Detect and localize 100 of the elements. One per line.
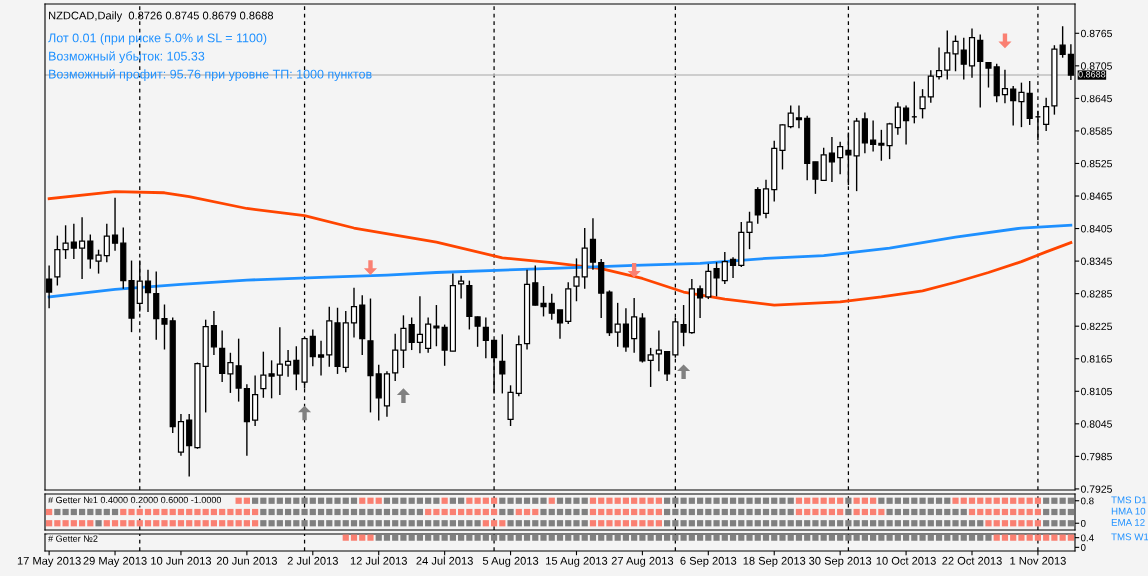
candlestick	[812, 161, 819, 195]
y-tick-label: 0.7985	[1080, 452, 1112, 461]
x-tick-label: 12 Jul 2013	[350, 556, 407, 565]
y-tick-label: 0.8165	[1080, 355, 1112, 363]
candlestick	[960, 36, 967, 81]
y-tick-label: 0.8585	[1080, 127, 1112, 135]
candlestick	[721, 251, 728, 285]
candlestick	[886, 122, 893, 160]
x-tick-label: 6 Sep 2013	[680, 556, 737, 567]
line-series	[47, 223, 1073, 299]
y-tick-label: 0.8345	[1080, 257, 1112, 265]
y-tick-label: 0.8765	[1080, 29, 1112, 38]
candlestick	[392, 333, 399, 382]
candlestick	[260, 350, 267, 399]
candlestick	[540, 285, 547, 318]
x-tick-label: 1 Nov 2013	[1010, 556, 1066, 565]
y-tick-label: 0.8285	[1080, 290, 1112, 298]
candlestick	[878, 129, 885, 162]
candlestick	[70, 222, 77, 260]
x-tick-label: 18 Sep 2013	[743, 556, 806, 567]
point	[298, 405, 312, 421]
candlestick	[210, 310, 218, 356]
candlestick	[350, 286, 358, 339]
candlestick	[795, 104, 803, 129]
candlestick	[416, 295, 424, 355]
candlestick	[499, 333, 506, 395]
candlestick	[614, 302, 621, 348]
x-tick-label: 10 Jun 2013	[151, 556, 212, 565]
candlestick	[1043, 97, 1050, 132]
ref-line-label: 0.8688	[1078, 71, 1106, 78]
candlestick	[474, 315, 481, 348]
candlestick	[458, 275, 465, 300]
candlestick	[944, 29, 951, 81]
candlestick	[927, 69, 934, 104]
candlestick	[532, 264, 539, 307]
text: NZDCAD,Daily 0.8726 0.8745 0.8679 0.8688	[49, 11, 274, 22]
candlestick	[556, 309, 564, 340]
y-tick-label: 0.7925	[1080, 485, 1112, 493]
y-tick-label: 0.4	[1080, 534, 1094, 542]
point	[363, 260, 378, 275]
annotation: Возможный убыток: 105.33	[49, 51, 205, 64]
candlestick	[977, 33, 984, 109]
point	[998, 33, 1012, 49]
y-tick-label: 0	[1080, 519, 1086, 527]
x-tick-label: 20 Jun 2013	[216, 556, 277, 565]
text: HMA 10	[1111, 507, 1146, 515]
chart-title: # Getter №2	[48, 535, 98, 542]
y-tick-label: 0.8705	[1080, 62, 1112, 70]
candlestick	[284, 349, 292, 378]
candlestick	[62, 224, 69, 260]
y-tick-label: 0.8525	[1080, 159, 1112, 168]
candlestick	[861, 111, 868, 154]
candlestick	[400, 314, 407, 369]
x-tick-label: 15 Aug 2013	[546, 556, 608, 567]
x-tick-label: 2 Jul 2013	[287, 556, 338, 565]
candlestick	[729, 256, 737, 279]
y-tick-label: 0	[1080, 544, 1086, 551]
candlestick	[1001, 68, 1009, 104]
candlestick	[276, 326, 283, 396]
candlestick	[1059, 25, 1066, 59]
candlestick	[837, 141, 844, 176]
x-tick-label: 27 Aug 2013	[611, 556, 674, 567]
candlestick	[647, 347, 654, 388]
candlestick	[696, 284, 704, 319]
candlestick	[746, 211, 753, 250]
y-tick-label: 0.8405	[1080, 225, 1112, 233]
candlestick	[1010, 85, 1017, 127]
x-tick-label: 24 Jul 2013	[416, 556, 473, 565]
annotation: Возможный профит: 95.76 при уровне ТП: 1000 пунктов	[49, 69, 372, 81]
point	[396, 388, 410, 403]
candlestick	[309, 328, 316, 368]
x-tick-label: 5 Aug 2013	[482, 556, 539, 567]
candlestick	[111, 196, 119, 252]
candlestick	[870, 119, 877, 153]
candlestick	[680, 304, 687, 347]
candlestick	[631, 297, 638, 354]
candlestick	[144, 269, 152, 313]
candlestick	[952, 34, 959, 72]
candlestick	[589, 217, 597, 271]
x-tick-label: 22 Oct 2013	[942, 556, 1002, 565]
point	[677, 364, 691, 380]
candlestick	[87, 233, 94, 270]
candlestick	[78, 216, 86, 280]
text: EMA 12	[1111, 518, 1145, 526]
candlestick	[235, 337, 242, 403]
candlestick	[441, 323, 448, 367]
candlestick	[268, 359, 275, 400]
x-tick-label: 29 May 2013	[83, 556, 147, 567]
candlestick	[136, 259, 143, 313]
y-tick-label: 0.8045	[1080, 420, 1112, 428]
candlestick	[713, 261, 720, 298]
x-tick-label: 30 Sep 2013	[809, 556, 872, 567]
candlestick	[573, 257, 580, 302]
candlestick	[293, 345, 300, 391]
text: TMS W1	[1111, 533, 1148, 541]
text: TMS D1	[1111, 496, 1147, 504]
x-tick-label: 17 May 2013	[17, 556, 81, 567]
candlestick	[1018, 81, 1025, 128]
y-tick-label: 0.8	[1080, 497, 1094, 505]
candlestick	[227, 352, 234, 394]
